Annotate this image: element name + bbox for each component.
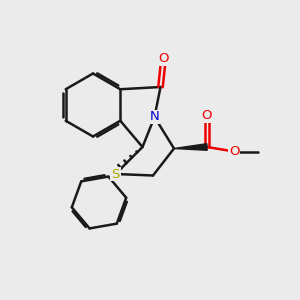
- Text: O: O: [158, 52, 169, 65]
- Text: O: O: [229, 145, 239, 158]
- Text: N: N: [150, 110, 159, 124]
- Text: S: S: [111, 167, 120, 181]
- Polygon shape: [174, 144, 207, 150]
- Text: O: O: [202, 109, 212, 122]
